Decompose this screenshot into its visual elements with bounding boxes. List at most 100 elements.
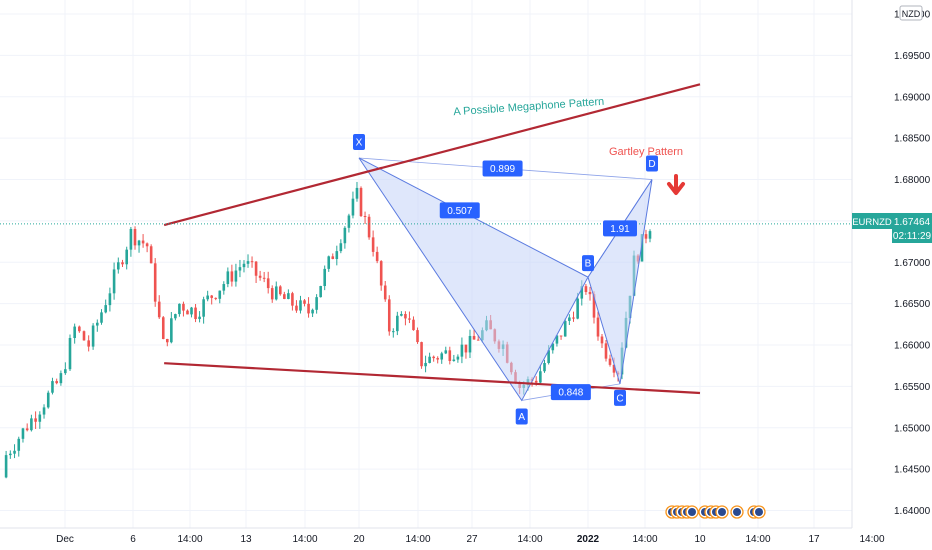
- candle-body: [303, 300, 306, 304]
- candle-body: [604, 343, 608, 359]
- x-tick-label: 14:00: [632, 534, 657, 545]
- candle-body: [30, 418, 33, 431]
- candle-body: [161, 317, 165, 339]
- gartley-pattern-drawing[interactable]: [358, 157, 653, 402]
- candle-body: [476, 339, 480, 341]
- candle-body: [210, 295, 213, 298]
- candle-body: [230, 271, 234, 282]
- candle-body: [600, 336, 604, 344]
- candle-body: [238, 267, 242, 271]
- candle-body: [468, 335, 472, 353]
- candle-body: [226, 271, 230, 285]
- candle-body: [186, 310, 189, 315]
- candle-body: [178, 303, 181, 315]
- pattern-xab-triangle: [358, 157, 589, 402]
- candlestick-series: [4, 181, 652, 479]
- candle-body: [4, 455, 8, 478]
- ratio-label-b-d: [603, 220, 637, 237]
- candle-body: [78, 326, 81, 332]
- candle-body: [363, 215, 367, 217]
- candle-body: [100, 312, 103, 323]
- candle-body: [198, 316, 201, 320]
- candle-body: [295, 305, 298, 311]
- candle-body: [424, 362, 427, 367]
- candle-body: [432, 356, 435, 359]
- x-tick-label: 17: [808, 534, 820, 545]
- megaphone-upper-line: [163, 83, 701, 227]
- currency-badge[interactable]: NZD: [899, 5, 923, 21]
- candle-body: [396, 315, 399, 332]
- candle-body: [13, 450, 16, 454]
- y-tick-label: 1.68000: [894, 175, 931, 186]
- candle-body: [464, 344, 468, 353]
- x-tick-label: 2022: [577, 534, 600, 545]
- candle-body: [274, 286, 278, 300]
- x-tick-label: 14:00: [177, 534, 202, 545]
- candle-body: [347, 215, 351, 228]
- y-tick-label: 1.66500: [894, 299, 931, 310]
- candle-body: [234, 270, 238, 282]
- candle-body: [108, 293, 112, 306]
- point-label-b: [582, 255, 594, 272]
- economic-event-markers[interactable]: [665, 505, 766, 519]
- candle-body: [157, 301, 161, 318]
- candle-body: [262, 277, 266, 279]
- candle-body: [291, 293, 294, 306]
- megaphone-trendlines[interactable]: [163, 83, 701, 395]
- candle-body: [452, 359, 456, 361]
- candle-body: [104, 305, 107, 313]
- point-label-text: A: [518, 412, 525, 423]
- candle-body: [125, 249, 128, 265]
- candle-body: [327, 256, 331, 269]
- candle-body: [112, 269, 116, 294]
- candle-body: [137, 240, 141, 246]
- candle-body: [38, 414, 42, 422]
- candle-body: [254, 261, 258, 276]
- candle-body: [460, 344, 464, 357]
- candle-body: [448, 350, 452, 361]
- candle-body: [287, 293, 290, 299]
- candle-body: [539, 371, 542, 383]
- candle-body: [392, 331, 395, 333]
- candle-body: [153, 263, 157, 302]
- candle-body: [584, 286, 588, 293]
- price-axis[interactable]: [852, 0, 932, 528]
- point-label-a: [515, 408, 528, 425]
- candle-body: [375, 251, 379, 262]
- candle-body: [279, 286, 282, 295]
- candle-body: [551, 343, 555, 351]
- candle-body: [383, 285, 387, 300]
- candle-body: [315, 297, 318, 310]
- candle-body: [343, 227, 347, 244]
- candle-body: [242, 263, 246, 268]
- candle-body: [182, 303, 185, 311]
- candle-body: [456, 356, 460, 360]
- candle-body: [91, 325, 95, 347]
- candle-body: [572, 317, 575, 319]
- x-tick-label: Dec: [56, 534, 74, 545]
- candle-body: [412, 319, 415, 331]
- candle-body: [59, 373, 63, 384]
- time-axis-ticks: Dec 6 14:00 13 14:00 20 14:00 27 14:00 2022 14:00 1…: [56, 534, 885, 545]
- candle-body: [612, 364, 616, 373]
- candle-body: [543, 362, 546, 372]
- candle-body: [166, 338, 169, 343]
- candle-body: [400, 314, 403, 316]
- candle-body: [596, 317, 600, 337]
- time-axis[interactable]: [0, 528, 932, 550]
- x-tick-label: 14:00: [405, 534, 430, 545]
- y-tick-label: 1.69000: [894, 92, 931, 103]
- candle-body: [121, 262, 124, 265]
- candle-body: [299, 300, 302, 311]
- candle-body: [206, 295, 209, 300]
- last-price-value: 1.67464: [894, 217, 931, 228]
- last-price-tag: EURNZD 1.67464 02:11:29: [852, 213, 932, 243]
- candle-body: [568, 317, 571, 321]
- candle-body: [472, 335, 476, 340]
- point-label-c: [614, 389, 626, 406]
- candle-body: [222, 284, 226, 291]
- symbol-label: EURNZD: [852, 217, 892, 228]
- x-tick-label: 14:00: [859, 534, 884, 545]
- candle-body: [580, 286, 584, 299]
